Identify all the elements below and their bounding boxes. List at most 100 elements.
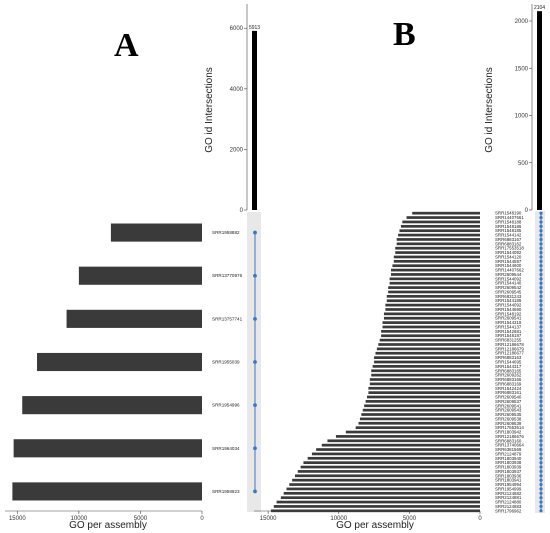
panel-b-set-size-bar <box>395 246 480 250</box>
panel-b-set-label: SRR1544690 <box>495 307 522 312</box>
panel-a-chart: 0 2000 4000 6000 5913 SRR1958882 SRR13770976 SR… <box>5 4 261 522</box>
panel-b-set-label: SRR2609545 <box>495 289 522 294</box>
panel-b-set-label: SRR1544140 <box>495 281 522 286</box>
panel-b-set-size-bar <box>398 233 480 237</box>
panel-b-set-size-bar <box>391 273 480 276</box>
panel-b-set-size-bar <box>368 386 480 390</box>
panel-b-set-size-bar <box>383 312 480 316</box>
panel-b-set-size-bar <box>300 465 480 469</box>
panel-b-set-label: SRR17553514 <box>495 425 524 430</box>
panel-b-set-size-bar <box>382 321 480 324</box>
panel-b-set-label: SRR2609539 <box>495 421 522 426</box>
panel-b-set-size-bar <box>388 286 480 289</box>
panel-b-x-tick-label: 5000 <box>403 516 417 522</box>
panel-a-set-label: SRR1954996 <box>212 403 240 408</box>
panel-a-set-size-bar <box>78 266 202 285</box>
panel-b-set-label: SRR1548185 <box>495 228 522 233</box>
panel-b-set-size-bar <box>311 452 480 456</box>
panel-b-set-label: SRR1544092 <box>495 276 522 281</box>
panel-b-set-size-bar <box>369 382 480 386</box>
panel-b-set-size-bar <box>379 338 480 342</box>
panel-b-set-size-bar <box>388 290 480 294</box>
panel-b-set-label: SRR1544695 <box>495 360 522 365</box>
panel-b-set-label: SRR17553518 <box>495 246 524 251</box>
panel-b-set-size-bar <box>294 474 480 478</box>
panel-b-set-label: SRR2124879 <box>495 451 522 456</box>
panel-b-set-label: SRR12186677 <box>495 351 524 356</box>
panel-b-set-label: SRR12186676 <box>495 434 524 439</box>
panel-b-set-size-bar <box>371 369 480 373</box>
panel-b-top-y-tick-label: 0 <box>525 208 529 214</box>
panel-b-set-size-bar <box>395 251 480 254</box>
panel-b-set-size-bar <box>376 347 480 351</box>
panel-b-set-size-bar <box>374 360 480 364</box>
panel-b-set-label: SRR1544597 <box>495 259 522 264</box>
panel-b-set-label: SRR2609535 <box>495 412 522 417</box>
panel-b-set-size-bar <box>375 351 480 355</box>
panel-b-set-label: SRR1544092 <box>495 303 522 308</box>
panel-b-set-label: SRR1544142 <box>495 233 522 238</box>
panel-b-set-size-bar <box>292 478 480 482</box>
panel-b-set-label: SRR6883162 <box>495 241 522 246</box>
panel-b-set-label: SRR1544189 <box>495 298 522 303</box>
panel-b-top-y-tick-label: 1000 <box>515 114 529 120</box>
panel-b-set-label: SRR6831255 <box>495 338 522 343</box>
panel-a-set-label: SRR1958823 <box>212 489 240 494</box>
panel-b-intersection-bar-label: 2104 <box>534 5 545 11</box>
panel-b-set-label: SRR1803936 <box>495 473 522 478</box>
panel-b-set-label: SRR6883160 <box>495 438 522 443</box>
panel-a-set-size-bar <box>66 309 202 328</box>
panel-b-set-size-bar <box>369 378 480 381</box>
panel-b-set-size-bar <box>335 435 480 438</box>
panel-a-x-tick-label: 15000 <box>9 516 26 522</box>
panel-b-set-label: SRR1548192 <box>495 311 522 316</box>
panel-b-set-size-bar <box>355 426 480 430</box>
panel-a-x-tick-label: 0 <box>200 516 204 522</box>
panel-b-set-label: SRR2609537 <box>495 399 522 404</box>
panel-b-set-label: SRR1544092 <box>495 250 522 255</box>
panel-a-top-y-tick-label: 0 <box>240 208 244 214</box>
panel-b-set-size-bar <box>273 505 480 508</box>
panel-b-set-size-bar <box>372 365 480 368</box>
panel-b-set-label: SRR2609541 <box>495 316 522 321</box>
panel-b-set-size-bar <box>316 448 480 451</box>
panel-b-set-label: SRR1544120 <box>495 254 522 259</box>
panel-b-set-label: SRR1544319 <box>495 320 522 325</box>
panel-b-top-y-tick-label: 500 <box>518 161 529 167</box>
panel-b-set-label: SRR2609262 <box>495 373 522 378</box>
panel-b-top-y-tick-label: 1500 <box>515 66 529 72</box>
panel-b-set-size-bar <box>389 277 480 281</box>
panel-a-top-y-tick-label: 6000 <box>230 26 244 32</box>
panel-b-set-size-bar <box>383 316 480 320</box>
panel-b-set-size-bar <box>303 461 480 465</box>
panel-b-top-y-tick-label: 2000 <box>515 19 529 25</box>
panel-b-set-size-bar <box>406 216 480 219</box>
panel-b-set-size-bar <box>374 356 480 359</box>
panel-b-set-label: SRR6831243 <box>495 294 522 299</box>
panel-b-set-label: SRR1544137 <box>495 324 522 329</box>
panel-b-set-size-bar <box>385 303 480 307</box>
panel-a-x-tick-label: 5000 <box>134 516 148 522</box>
panel-b-set-size-bar <box>393 259 480 263</box>
panel-b-set-label: SRR2124883 <box>495 504 522 509</box>
panel-b-set-label: SRR1796962 <box>495 508 522 513</box>
panel-a-xlabel: GO per assembly <box>69 520 147 531</box>
panel-b-set-label: SRR1954994 <box>495 482 522 487</box>
panel-b-set-size-bar <box>297 470 480 473</box>
panel-b-set-label: SRR2124880 <box>495 500 522 505</box>
panel-a-ylabel: GO id Intersections <box>204 67 215 153</box>
panel-a-set-label: SRR1958882 <box>212 230 240 235</box>
panel-a-top-y-tick-label: 4000 <box>230 87 244 93</box>
panel-b-set-size-bar <box>364 404 480 408</box>
panel-b-set-label: SRR1803940 <box>495 456 522 461</box>
panel-b-set-label: SRR2609542 <box>495 285 522 290</box>
panel-b-set-size-bar <box>399 229 480 233</box>
panel-b-set-size-bar <box>382 325 480 329</box>
panel-b-set-size-bar <box>396 238 480 241</box>
panel-b-set-size-bar <box>391 268 480 272</box>
panel-b-set-size-bar <box>402 220 480 224</box>
panel-b-set-label: SRR2124881 <box>495 495 522 500</box>
panel-b-set-size-bar <box>385 308 480 311</box>
panel-b-letter: B <box>393 16 416 53</box>
